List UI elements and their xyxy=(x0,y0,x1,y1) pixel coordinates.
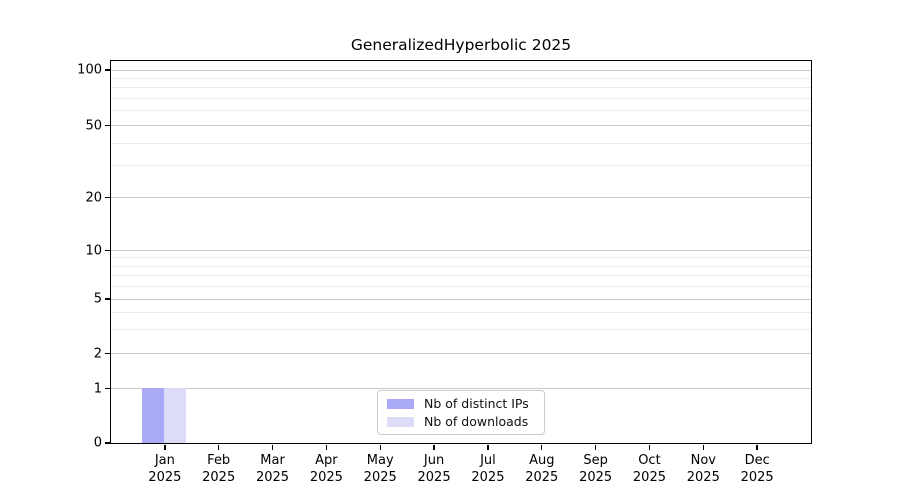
x-tick-month: Jul xyxy=(480,453,496,468)
y-tick-label: 5 xyxy=(93,291,102,307)
x-tick-year: 2025 xyxy=(148,470,182,485)
plot-area xyxy=(109,59,812,444)
x-tick xyxy=(594,444,597,450)
legend-swatch-downloads xyxy=(387,416,414,427)
y-tick xyxy=(104,124,110,127)
y-gridline-major xyxy=(110,353,811,354)
x-tick-year: 2025 xyxy=(417,470,451,485)
y-gridline-minor xyxy=(110,274,811,276)
y-tick xyxy=(104,298,110,300)
x-tick xyxy=(271,444,274,450)
x-tick-year: 2025 xyxy=(309,470,343,485)
x-tick-label-sep: Sep 2025 xyxy=(556,452,636,486)
y-tick-label: 20 xyxy=(85,190,102,205)
y-gridline-major xyxy=(110,125,811,126)
x-tick-month: Feb xyxy=(207,453,231,468)
y-gridline-minor xyxy=(110,257,811,259)
x-tick-month: Apr xyxy=(315,453,338,468)
y-gridline-minor xyxy=(110,285,811,287)
y-tick-label: 2 xyxy=(93,346,102,361)
y-gridline-major xyxy=(110,197,811,198)
x-tick-label-oct: Oct 2025 xyxy=(609,452,689,486)
x-tick-label-feb: Feb 2025 xyxy=(179,452,259,486)
x-tick-year: 2025 xyxy=(202,470,236,485)
x-tick-label-dec: Dec 2025 xyxy=(717,452,797,486)
x-tick-month: Sep xyxy=(583,453,608,468)
x-tick-year: 2025 xyxy=(579,470,613,485)
x-tick-year: 2025 xyxy=(740,470,774,485)
y-gridline-minor xyxy=(110,98,811,100)
x-tick xyxy=(487,444,489,450)
x-tick xyxy=(217,444,220,450)
x-tick-label-jul: Jul 2025 xyxy=(448,452,528,486)
bar-nb-of-downloads-jan xyxy=(164,388,187,443)
x-tick-year: 2025 xyxy=(525,470,559,485)
x-tick-month: Jun xyxy=(423,453,445,468)
y-gridline-major xyxy=(110,69,811,71)
x-tick-label-mar: Mar 2025 xyxy=(233,452,313,486)
y-gridline-minor xyxy=(110,265,811,267)
y-gridline-minor xyxy=(110,165,811,167)
x-tick-month: Jan xyxy=(154,453,175,468)
bar-nb-of-distinct-ips-jan xyxy=(142,388,165,443)
y-gridline-major xyxy=(110,298,811,300)
y-tick xyxy=(104,352,110,355)
x-tick-label-jun: Jun 2025 xyxy=(394,452,474,486)
legend-item-distinct-ips: Nb of distinct IPs xyxy=(387,397,544,410)
x-tick xyxy=(379,444,381,450)
x-tick xyxy=(648,444,651,450)
x-tick-month: Oct xyxy=(638,453,661,468)
x-tick-year: 2025 xyxy=(471,470,505,485)
legend-swatch-distinct-ips xyxy=(387,398,414,409)
y-gridline-minor xyxy=(110,311,811,313)
x-tick xyxy=(702,444,704,450)
y-gridline-minor xyxy=(110,87,811,89)
y-gridline-minor xyxy=(110,77,811,79)
y-tick-label: 1 xyxy=(93,381,102,396)
x-tick xyxy=(164,444,166,450)
y-tick xyxy=(104,387,110,390)
chart-title: GeneralizedHyperbolic 2025 xyxy=(350,36,572,54)
y-tick-label: 0 xyxy=(93,435,102,451)
y-gridline-major xyxy=(110,388,811,389)
y-gridline-minor xyxy=(110,110,811,112)
x-tick xyxy=(325,444,328,450)
x-tick-year: 2025 xyxy=(632,470,666,485)
legend-label-downloads: Nb of downloads xyxy=(424,414,529,429)
y-tick xyxy=(104,69,110,71)
y-gridline-major xyxy=(110,250,811,251)
legend-item-downloads: Nb of downloads xyxy=(387,415,544,428)
x-tick-label-aug: Aug 2025 xyxy=(502,452,582,486)
x-tick-label-jan: Jan 2025 xyxy=(125,452,205,486)
x-tick-month: Nov xyxy=(690,453,716,468)
x-tick-year: 2025 xyxy=(363,470,397,485)
x-tick-year: 2025 xyxy=(255,470,290,485)
y-gridline-minor xyxy=(110,142,811,144)
x-tick xyxy=(541,444,543,450)
legend-label-distinct-ips: Nb of distinct IPs xyxy=(424,396,529,411)
y-tick-label: 100 xyxy=(77,62,102,78)
x-tick-label-may: May 2025 xyxy=(340,452,420,486)
x-tick-month: Dec xyxy=(744,453,770,468)
y-tick-label: 10 xyxy=(85,243,102,258)
y-tick xyxy=(104,442,110,444)
y-tick-label: 50 xyxy=(85,118,102,133)
x-tick xyxy=(756,444,758,450)
x-tick-label-apr: Apr 2025 xyxy=(286,452,366,486)
y-tick xyxy=(104,249,110,252)
x-tick-label-nov: Nov 2025 xyxy=(663,452,743,486)
legend: Nb of distinct IPs Nb of downloads xyxy=(377,390,545,435)
x-tick-month: Aug xyxy=(529,453,555,468)
x-tick-month: Mar xyxy=(260,453,285,468)
y-gridline-minor xyxy=(110,328,811,330)
x-tick-year: 2025 xyxy=(686,470,720,485)
x-tick-month: May xyxy=(366,453,394,468)
y-tick xyxy=(104,196,110,199)
x-tick xyxy=(433,444,435,450)
